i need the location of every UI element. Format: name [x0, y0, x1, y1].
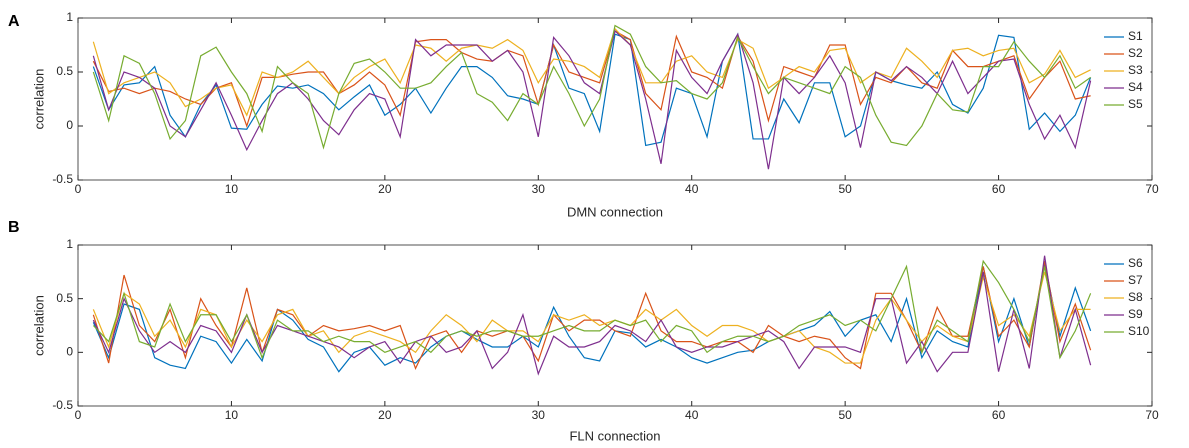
x-tick-label: 20 [378, 182, 392, 196]
x-axis-label: FLN connection [569, 428, 660, 443]
x-tick-label: 50 [838, 408, 852, 422]
legend-label: S5 [1128, 97, 1143, 111]
legend-label: S6 [1128, 256, 1143, 270]
series-line [92, 271, 1091, 364]
legend-label: S10 [1128, 324, 1150, 338]
y-tick-label: -0.5 [52, 398, 73, 412]
x-tick-label: 50 [838, 182, 852, 196]
legend-label: S3 [1128, 63, 1143, 77]
legend-box [1099, 254, 1151, 345]
legend-label: S1 [1128, 29, 1143, 43]
legend-box [1099, 27, 1151, 118]
series-line [92, 27, 1091, 117]
series-line [92, 30, 1091, 128]
x-tick-label: 0 [75, 182, 82, 196]
y-tick-label: 1 [66, 10, 73, 24]
legend-label: S7 [1128, 273, 1143, 287]
legend-label: S2 [1128, 46, 1143, 60]
x-tick-label: 40 [685, 408, 699, 422]
legend-label: S9 [1128, 307, 1143, 321]
y-axis-label: correlation [31, 69, 46, 130]
y-tick-label: 0 [66, 118, 73, 132]
x-tick-label: 40 [685, 182, 699, 196]
y-tick-label: -0.5 [52, 172, 73, 186]
axes-box [77, 244, 1153, 407]
y-tick-label: 1 [66, 237, 73, 251]
y-axis-label: correlation [31, 295, 46, 356]
plot-area [78, 18, 1152, 180]
panel-label: A [8, 13, 20, 30]
legend: S1 S2 S3 S4 S5 [1099, 27, 1151, 118]
x-tick-label: 60 [992, 182, 1006, 196]
x-axis-label: DMN connection [567, 204, 663, 219]
x-tick-label: 70 [1145, 408, 1159, 422]
series-line [92, 264, 1092, 373]
x-tick-label: 70 [1145, 182, 1159, 196]
legend-label: S8 [1128, 290, 1143, 304]
legend: S6 S7 S8 S9 S10 [1099, 254, 1151, 345]
x-tick-label: 20 [378, 408, 392, 422]
y-tick-label: 0.5 [56, 64, 73, 78]
legend-label: S4 [1128, 80, 1143, 94]
x-tick-label: 0 [75, 408, 82, 422]
panel-label: B [8, 219, 20, 236]
x-tick-label: 30 [532, 408, 546, 422]
y-tick-label: 0 [66, 345, 73, 359]
x-tick-label: 10 [225, 408, 239, 422]
series-line [92, 259, 1092, 360]
x-tick-label: 10 [225, 182, 239, 196]
x-tick-label: 30 [532, 182, 546, 196]
x-tick-label: 60 [992, 408, 1006, 422]
y-tick-label: 0.5 [56, 291, 73, 305]
axes-box [77, 17, 1153, 181]
series-line [92, 24, 1091, 150]
